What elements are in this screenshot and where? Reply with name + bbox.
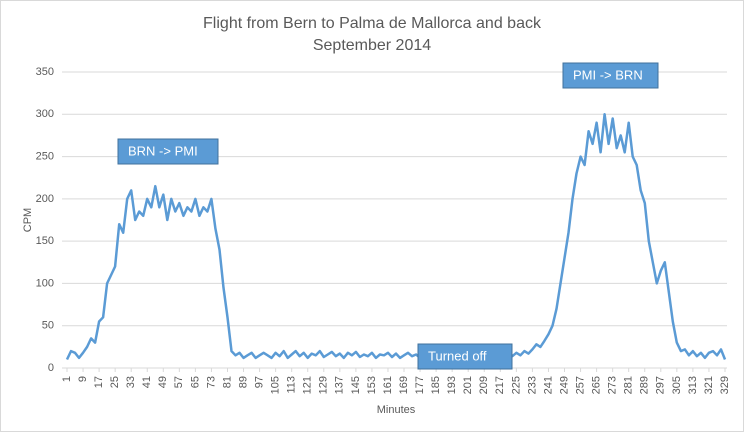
x-tick-label: 161 (382, 376, 394, 394)
x-tick-label: 73 (205, 376, 217, 388)
x-tick-label: 273 (607, 376, 619, 394)
x-tick-label: 49 (157, 376, 169, 388)
x-tick-label: 145 (350, 376, 362, 394)
x-tick-label: 153 (366, 376, 378, 394)
x-tick-label: 25 (109, 376, 121, 388)
annotation-box (417, 343, 513, 370)
x-tick-label: 297 (655, 376, 667, 394)
x-tick-label: 33 (125, 376, 137, 388)
annotation-text: PMI -> BRN (573, 67, 643, 82)
y-tick-label: 200 (36, 193, 54, 205)
x-tick-label: 289 (639, 376, 651, 394)
x-tick-label: 169 (398, 376, 410, 394)
y-tick-label: 100 (36, 277, 54, 289)
x-tick-label: 201 (462, 376, 474, 394)
y-tick-label: 250 (36, 150, 54, 162)
y-tick-label: 350 (36, 66, 54, 78)
annotation-box (117, 138, 219, 165)
x-tick-label: 129 (318, 376, 330, 394)
annotation-box (562, 62, 659, 89)
x-tick-label: 137 (334, 376, 346, 394)
x-tick-label: 121 (302, 376, 314, 394)
x-tick-label: 185 (430, 376, 442, 394)
x-tick-label: 217 (494, 376, 506, 394)
y-tick-label: 300 (36, 108, 54, 120)
x-tick-label: 281 (623, 376, 635, 394)
annotation-text: Turned off (428, 348, 487, 363)
x-tick-label: 41 (141, 376, 153, 388)
x-tick-label: 209 (478, 376, 490, 394)
x-tick-label: 305 (671, 376, 683, 394)
annotation-text: BRN -> PMI (128, 143, 198, 158)
y-tick-label: 50 (42, 320, 54, 332)
data-line (65, 113, 727, 361)
x-tick-label: 113 (286, 376, 298, 394)
x-tick-label: 225 (510, 376, 522, 394)
x-tick-label: 9 (77, 376, 89, 382)
y-axis-label: CPM (22, 208, 34, 232)
x-tick-label: 177 (414, 376, 426, 394)
y-tick-label: 0 (48, 362, 54, 374)
chart-title: Flight from Bern to Palma de Mallorca an… (203, 15, 542, 32)
x-tick-label: 105 (270, 376, 282, 394)
x-tick-label: 81 (221, 376, 233, 388)
x-tick-label: 321 (703, 376, 715, 394)
x-axis-label: Minutes (377, 404, 416, 416)
x-tick-label: 17 (93, 376, 105, 388)
x-tick-label: 233 (526, 376, 538, 394)
x-tick-label: 329 (719, 376, 731, 394)
x-tick-label: 65 (189, 376, 201, 388)
x-tick-label: 257 (574, 376, 586, 394)
y-tick-label: 150 (36, 235, 54, 247)
chart-subtitle: September 2014 (313, 37, 431, 54)
x-tick-label: 97 (253, 376, 265, 388)
x-tick-label: 193 (446, 376, 458, 394)
x-tick-label: 265 (591, 376, 603, 394)
x-tick-label: 241 (542, 376, 554, 394)
x-tick-label: 249 (558, 376, 570, 394)
x-tick-label: 313 (687, 376, 699, 394)
x-tick-label: 57 (173, 376, 185, 388)
x-tick-label: 89 (237, 376, 249, 388)
x-tick-label: 1 (61, 376, 73, 382)
